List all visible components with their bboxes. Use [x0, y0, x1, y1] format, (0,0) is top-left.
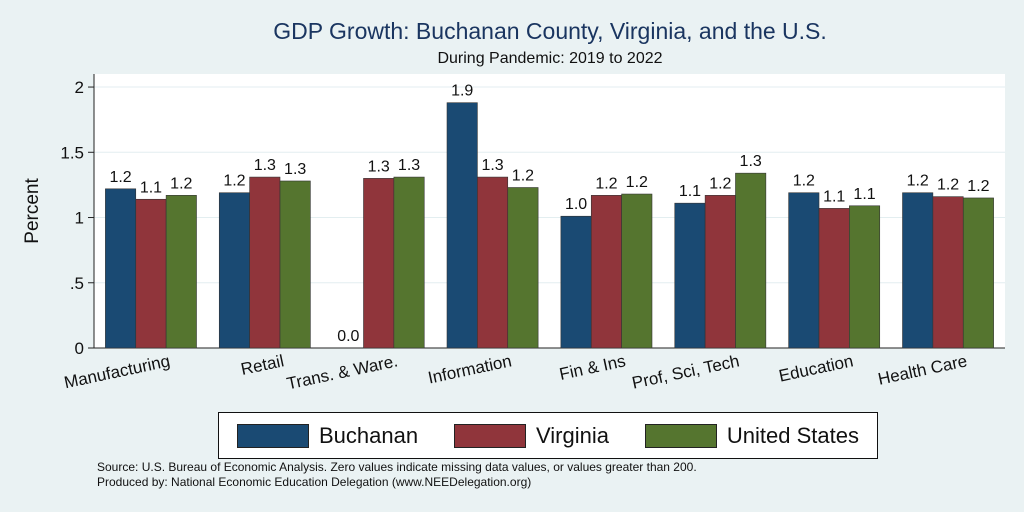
data-label: 1.2	[223, 173, 245, 190]
legend-swatch-virginia	[454, 423, 526, 448]
bar-virginia-fin-ins	[590, 195, 622, 349]
data-label: 1.3	[398, 157, 420, 174]
bar-buchanan-education	[788, 192, 820, 349]
data-label: 1.1	[823, 188, 845, 205]
y-tick-label: 2	[75, 78, 84, 97]
y-axis-label: Percent	[22, 178, 43, 244]
bar-virginia-manufacturing	[135, 198, 167, 349]
data-label: 1.3	[481, 157, 503, 174]
producer-note: Produced by: National Economic Education…	[97, 475, 532, 489]
legend-swatch-united-states	[644, 423, 717, 448]
bar-united-states-trans-ware	[393, 176, 425, 349]
bar-united-states-manufacturing	[165, 195, 197, 349]
bar-virginia-prof-sci-tech	[704, 195, 736, 349]
data-label: 1.1	[853, 186, 875, 203]
data-label: 1.1	[679, 183, 701, 200]
data-label: 1.2	[109, 169, 131, 186]
bar-united-states-information	[507, 187, 539, 349]
data-label: 1.3	[254, 157, 276, 174]
x-tick-label: Fin & Ins	[558, 351, 628, 384]
bar-virginia-health-care	[932, 196, 964, 349]
y-tick-label: .5	[70, 274, 84, 293]
source-note: Source: U.S. Bureau of Economic Analysis…	[97, 460, 697, 474]
y-tick-label: 1	[75, 209, 84, 228]
legend-swatch-buchanan	[236, 423, 309, 448]
x-tick-label: Health Care	[876, 351, 969, 388]
data-label: 1.2	[170, 175, 192, 192]
chart-notes: Source: U.S. Bureau of Economic Analysis…	[97, 460, 697, 490]
chart-legend: Buchanan Virginia United States	[218, 412, 878, 459]
data-label: 1.2	[967, 178, 989, 195]
x-tick-label: Trans. & Ware.	[285, 351, 400, 393]
x-tick-label: Prof, Sci, Tech	[630, 351, 741, 392]
bar-united-states-fin-ins	[621, 193, 653, 349]
data-label: 1.3	[368, 158, 390, 175]
bar-buchanan-retail	[218, 192, 250, 349]
bar-buchanan-prof-sci-tech	[674, 202, 706, 349]
y-tick-label: 0	[75, 339, 84, 358]
x-tick-label: Retail	[239, 351, 285, 379]
x-tick-label: Education	[777, 351, 855, 385]
chart-title: GDP Growth: Buchanan County, Virginia, a…	[273, 18, 827, 44]
bar-united-states-health-care	[962, 197, 994, 349]
data-label: 1.2	[626, 174, 648, 191]
bar-united-states-prof-sci-tech	[735, 172, 767, 349]
legend-label-buchanan: Buchanan	[318, 422, 419, 448]
legend-item-virginia: Virginia	[454, 423, 609, 449]
bar-buchanan-health-care	[902, 192, 934, 349]
bar-buchanan-fin-ins	[560, 215, 592, 349]
bar-united-states-retail	[279, 180, 311, 349]
data-label: 1.2	[907, 173, 929, 190]
data-label: 0.0	[337, 328, 359, 345]
x-tick-label: Information	[426, 351, 513, 387]
data-label: 1.0	[565, 196, 587, 213]
legend-label-virginia: Virginia	[536, 422, 609, 448]
legend-label-united-states: United States	[726, 422, 859, 448]
data-label: 1.3	[284, 161, 306, 178]
bar-united-states-education	[849, 205, 881, 349]
bar-virginia-trans-ware	[363, 178, 395, 349]
data-label: 1.2	[595, 175, 617, 192]
y-tick-label: 1.5	[60, 143, 84, 162]
data-label: 1.2	[512, 168, 534, 185]
bar-buchanan-manufacturing	[105, 188, 137, 349]
data-label: 1.2	[709, 175, 731, 192]
legend-item-buchanan: Buchanan	[236, 422, 419, 449]
bar-virginia-information	[477, 176, 509, 349]
chart-subtitle: During Pandemic: 2019 to 2022	[437, 50, 663, 67]
bar-virginia-retail	[249, 176, 281, 349]
data-label: 1.9	[451, 83, 473, 100]
legend-item-united-states: United States	[644, 422, 859, 449]
bar-buchanan-information	[446, 102, 478, 349]
bar-virginia-education	[818, 208, 850, 349]
data-label: 1.2	[793, 173, 815, 190]
data-label: 1.1	[140, 179, 162, 196]
data-label: 1.2	[937, 177, 959, 194]
data-label: 1.3	[740, 153, 762, 170]
